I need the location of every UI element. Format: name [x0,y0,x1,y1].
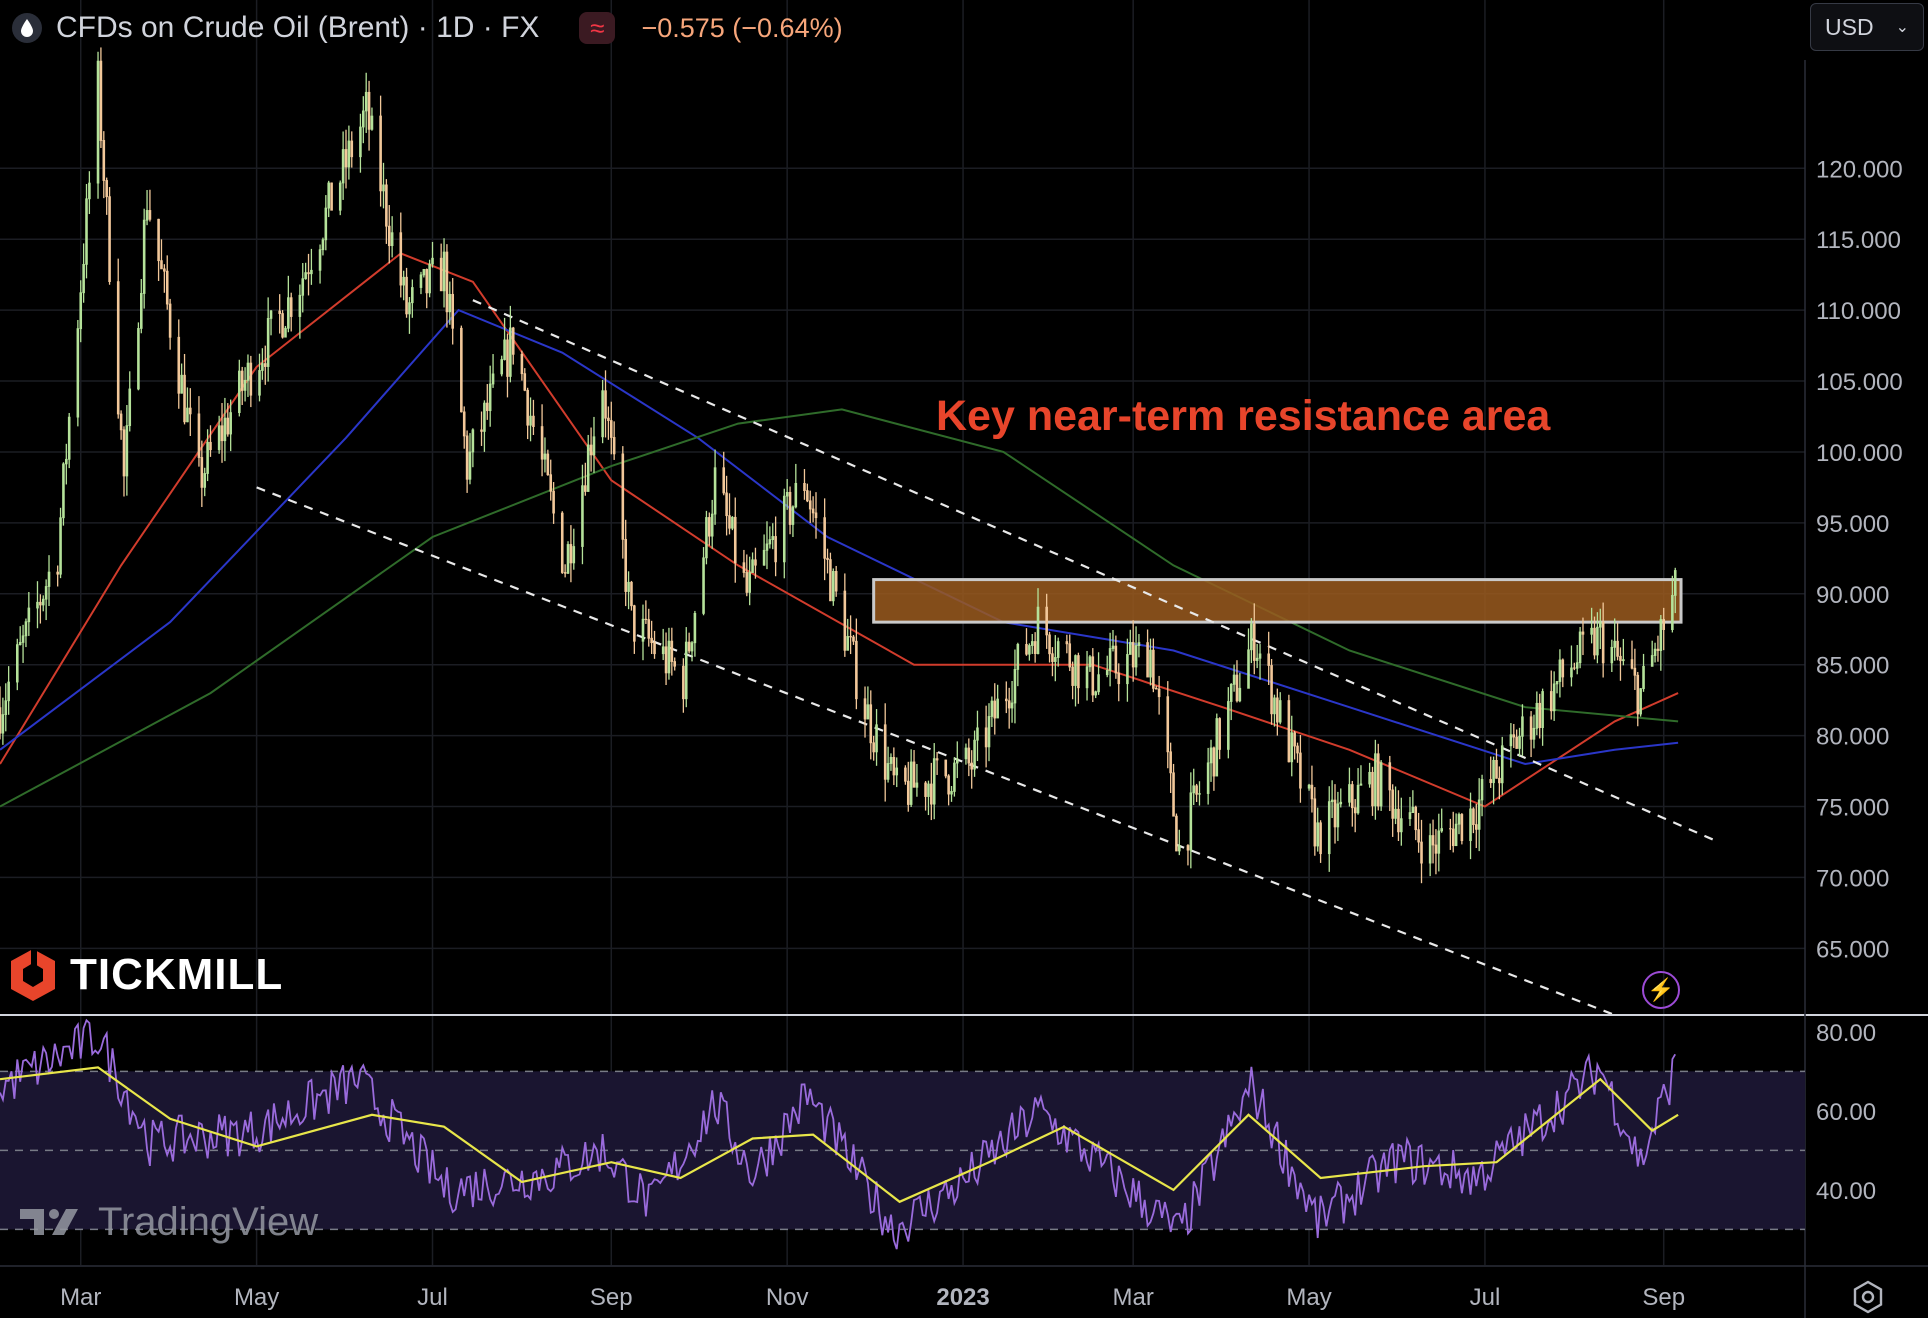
annotation-label: Key near-term resistance area [936,392,1551,440]
currency-select[interactable]: USD ⌄ [1810,3,1924,51]
broker-name: TICKMILL [70,950,284,999]
time-axis-label: Mar [60,1284,101,1311]
resistance-zone[interactable] [872,578,1683,624]
time-axis-label: Mar [1112,1284,1153,1311]
tradingview-watermark: TradingView [18,1200,318,1245]
price-axis-label: 105.000 [1816,369,1903,396]
rsi-axis-label: 40.00 [1816,1178,1876,1205]
time-axis-label: 2023 [936,1284,989,1311]
chevron-down-icon: ⌄ [1895,19,1909,36]
rsi-axis-label: 60.00 [1816,1099,1876,1126]
moving-average-line [0,308,1679,766]
time-axis-label: May [234,1284,279,1311]
platform-name: TradingView [98,1200,319,1244]
price-axis-label: 95.000 [1816,511,1889,538]
price-axis-label: 120.000 [1816,156,1903,183]
currency-value: USD [1825,13,1874,40]
price-axis-label: 75.000 [1816,795,1889,822]
rsi-ma-line [0,1066,1679,1204]
wave-icon[interactable]: ≈ [579,12,616,44]
time-axis-label: Sep [1642,1284,1685,1311]
rsi-axis-label: 80.00 [1816,1020,1876,1047]
rsi-line [0,1018,1676,1250]
settings-gear-icon[interactable] [1851,1280,1885,1314]
tickmill-logo-icon [11,949,55,1001]
moving-average-line [0,252,1679,808]
symbol-header: CFDs on Crude Oil (Brent) · 1D · FX ≈ −0… [12,8,843,48]
dashed-trendline[interactable] [256,486,1616,1017]
time-axis-label: Sep [590,1284,633,1311]
price-axis-label: 85.000 [1816,653,1889,680]
time-axis-label: Jul [417,1284,448,1311]
droplet-icon [12,13,42,43]
price-axis-label: 100.000 [1816,440,1903,467]
price-axis-label: 115.000 [1816,227,1901,254]
price-axis-label: 110.000 [1816,298,1901,325]
broker-logo: TICKMILL [8,947,283,1003]
price-change: −0.575 (−0.64%) [641,12,843,43]
lightning-icon[interactable]: ⚡ [1642,971,1680,1009]
time-axis-label: Nov [766,1284,809,1311]
dashed-trendline[interactable] [472,299,1719,843]
symbol-title[interactable]: CFDs on Crude Oil (Brent) · 1D · FX [56,11,540,44]
time-axis-label: Jul [1470,1284,1501,1311]
time-axis-label: May [1286,1284,1331,1311]
tradingview-logo-icon [20,1208,78,1235]
price-axis-label: 90.000 [1816,582,1889,609]
moving-average-line [0,408,1679,808]
price-axis-label: 80.000 [1816,724,1889,751]
price-axis-label: 70.000 [1816,865,1889,892]
price-axis-label: 65.000 [1816,936,1889,963]
